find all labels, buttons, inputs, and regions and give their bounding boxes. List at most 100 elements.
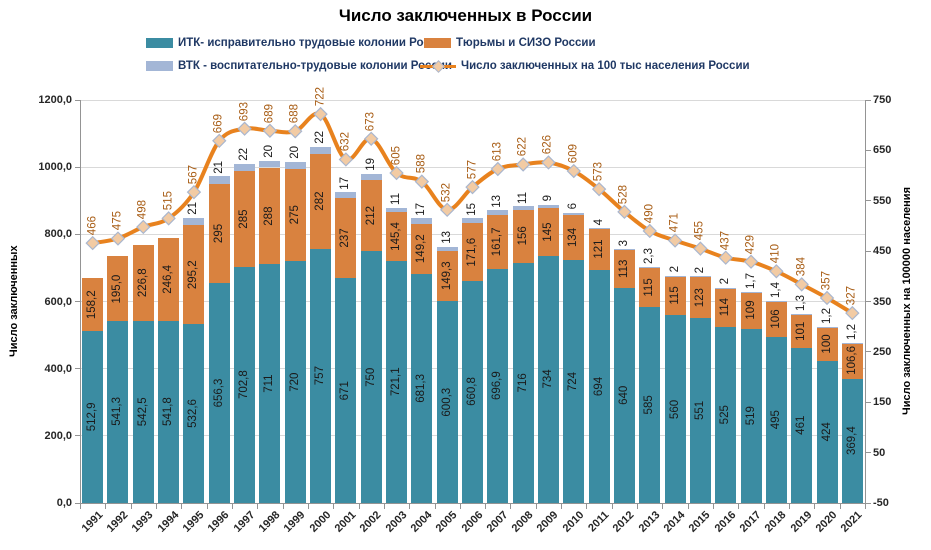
rate-label-2007: 613 (491, 141, 504, 162)
bar-segment-itk-1991 (82, 330, 104, 503)
x-axis-tick (307, 504, 309, 509)
x-axis-line (80, 503, 866, 504)
rate-label-2000: 722 (314, 86, 327, 107)
bar-label-tyurmy-2013: 115 (643, 278, 656, 297)
rate-marker-1993 (136, 219, 151, 235)
bar-label-tyurmy-2017: 109 (744, 300, 757, 320)
bar-label-vtk-1995: 21 (187, 202, 200, 215)
bar-segment-tyurmy-2019 (791, 314, 813, 349)
bar-label-tyurmy-2000: 282 (314, 191, 327, 212)
legend-item-itk: ИТК- исправительно трудовые колонии Росс… (146, 36, 450, 50)
rate-marker-2013 (642, 223, 657, 239)
left-axis-tick-label: 200,0 (44, 429, 72, 442)
bar-label-itk-2002: 750 (364, 367, 377, 387)
x-axis-tick (586, 504, 588, 509)
bar-label-vtk-2004: 17 (415, 202, 428, 216)
bar-label-tyurmy-2001: 237 (339, 228, 352, 248)
right-axis-tick (866, 99, 871, 101)
rate-marker-2002 (363, 131, 379, 147)
bar-label-tyurmy-1998: 288 (263, 206, 276, 226)
legend-item-tyurmy: Тюрьмы и СИЗО России (424, 36, 596, 50)
bar-label-itk-2007: 696,9 (491, 371, 504, 401)
rate-marker-2008 (515, 157, 531, 172)
right-axis-tick (866, 452, 871, 454)
rate-marker-2007 (490, 161, 506, 177)
bar-segment-itk-2013 (639, 306, 661, 503)
bar-label-tyurmy-2018: 106 (770, 309, 783, 329)
bar-label-tyurmy-2016: 114 (719, 298, 732, 317)
bar-label-tyurmy-1999: 275 (288, 205, 301, 225)
bar-segment-itk-1994 (158, 321, 180, 503)
right-axis-tick (866, 401, 871, 403)
x-axis-tick (409, 504, 411, 509)
x-axis-tick (485, 504, 487, 509)
bar-label-vtk-2013: 2,3 (643, 248, 656, 265)
bar-label-tyurmy-2010: 134 (567, 227, 580, 247)
legend-item-vtk: ВТК - воспитательно-трудовые колонии Рос… (146, 59, 452, 73)
bar-label-vtk-1998: 20 (263, 145, 276, 158)
left-axis-tick (75, 301, 80, 302)
bar-segment-itk-1995 (183, 324, 205, 503)
x-axis-tick (789, 504, 791, 509)
bar-segment-itk-1996 (208, 282, 230, 503)
bar-segment-vtk-2001 (335, 192, 357, 199)
bar-label-tyurmy-2002: 212 (364, 205, 377, 226)
rate-marker-2006 (465, 179, 480, 195)
bar-label-vtk-2009: 9 (542, 195, 555, 202)
bar-label-vtk-2003: 11 (390, 193, 403, 206)
bar-label-vtk-2001: 17 (339, 176, 352, 190)
bar-segment-itk-2006 (462, 281, 483, 503)
left-axis-tick (75, 502, 80, 504)
rate-marker-1998 (262, 123, 278, 138)
bar-segment-vtk-2000 (310, 146, 332, 155)
bar-label-vtk-2020: 1,2 (820, 307, 833, 324)
bar-segment-itk-1998 (259, 264, 281, 503)
bar-label-vtk-2000: 22 (314, 130, 327, 144)
right-axis-tick-label: 450 (873, 245, 892, 258)
left-axis-tick-label: 800,0 (44, 228, 72, 241)
bar-segment-itk-2010 (563, 259, 585, 503)
right-axis-tick-label: -50 (873, 497, 889, 509)
bar-segment-vtk-1996 (208, 176, 230, 184)
bar-label-itk-1998: 711 (263, 374, 276, 393)
bar-label-itk-2008: 716 (516, 373, 529, 393)
rate-label-2008: 622 (516, 137, 529, 157)
rate-marker-2017 (743, 254, 759, 269)
bar-label-itk-1991: 512,9 (86, 402, 99, 432)
bar-label-itk-2020: 424 (820, 422, 833, 442)
rate-label-2019: 384 (795, 257, 808, 277)
bar-label-tyurmy-2009: 145 (542, 222, 555, 242)
bar-segment-itk-1997 (234, 266, 256, 503)
right-axis-tick-label: 650 (873, 144, 892, 157)
bar-label-itk-2015: 551 (694, 400, 707, 421)
left-axis-tick-label: 1000,0 (38, 161, 72, 174)
bar-label-vtk-2016: 2 (719, 278, 732, 285)
x-axis-tick (206, 504, 208, 509)
bar-segment-vtk-2011 (588, 227, 610, 230)
bar-segment-vtk-2006 (462, 218, 483, 224)
bar-segment-vtk-1998 (259, 160, 281, 168)
bar-segment-itk-2012 (613, 288, 635, 503)
x-axis-tick (637, 504, 639, 509)
bar-label-tyurmy-2008: 156 (516, 226, 529, 246)
x-axis-tick (434, 504, 436, 509)
rate-marker-2020 (819, 290, 835, 306)
x-axis-tick (713, 504, 715, 509)
left-axis-tick-label: 400,0 (44, 362, 72, 375)
right-axis-tick (866, 351, 871, 353)
rate-label-2018: 410 (770, 244, 783, 264)
bar-segment-itk-1992 (107, 321, 129, 503)
bar-label-itk-2010: 724 (567, 371, 580, 392)
rate-label-2017: 429 (744, 234, 757, 254)
bar-label-itk-2017: 519 (744, 406, 757, 426)
bar-label-tyurmy-2014: 115 (668, 286, 681, 305)
bar-label-tyurmy-2012: 113 (618, 259, 631, 279)
rate-label-1999: 688 (288, 104, 301, 124)
bar-label-vtk-2014: 2 (668, 266, 681, 273)
x-axis-tick (687, 504, 689, 509)
bar-label-itk-1997: 702,8 (238, 370, 251, 400)
rate-label-2006: 577 (466, 159, 479, 180)
bar-label-itk-2019: 461 (795, 415, 808, 436)
bar-label-vtk-2011: 4 (592, 218, 605, 225)
bar-label-itk-2021: 369,4 (846, 426, 858, 456)
